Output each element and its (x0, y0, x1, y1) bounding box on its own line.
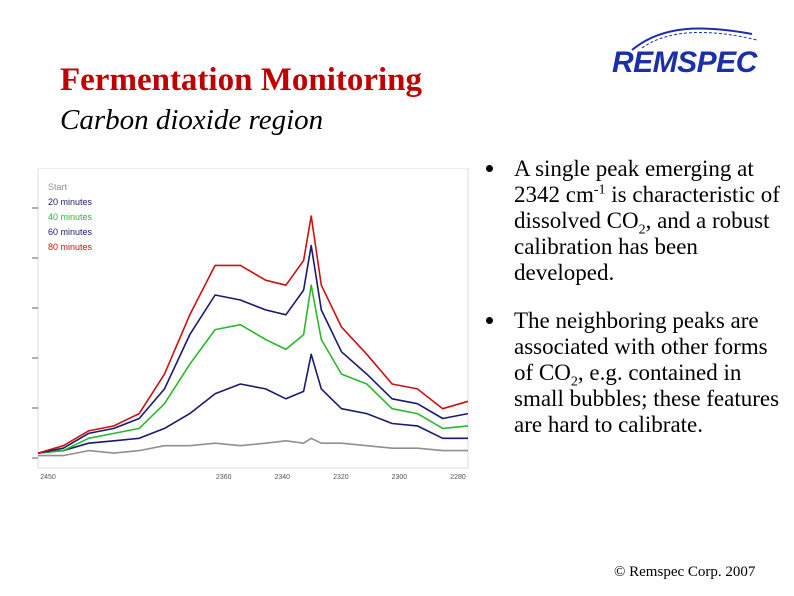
legend-entry: 20 minutes (48, 197, 93, 207)
legend-entry: 60 minutes (48, 227, 93, 237)
copyright-notice: © Remspec Corp. 2007 (614, 564, 756, 580)
series-line (37, 353, 468, 454)
slide-title: Fermentation Monitoring (60, 62, 423, 98)
series-line (37, 244, 469, 454)
bullet-list: A single peak emerging at 2342 cm-1 is c… (486, 156, 786, 460)
legend-entry: 80 minutes (48, 242, 93, 252)
logo-swoosh-icon (631, 27, 758, 51)
bullet-item: A single peak emerging at 2342 cm-1 is c… (486, 156, 786, 286)
spectrum-chart: 2450 2360 2340 2320 2300 2280 Start 20 minutes… (32, 168, 469, 481)
remspec-logo: REMSPEC (612, 20, 762, 84)
x-tick-label: 2300 (392, 474, 408, 481)
legend-entry: Start (48, 182, 68, 192)
series-lines (37, 215, 469, 457)
y-axis-ticks (32, 207, 38, 459)
series-line (38, 437, 468, 457)
series-line (37, 215, 469, 454)
series-line (37, 284, 469, 454)
chart-legend: Start 20 minutes 40 minutes 60 minutes 80 mi… (48, 182, 93, 252)
bullet-text: A single peak emerging at 2342 cm-1 is c… (514, 156, 780, 285)
x-axis-ticks: 2450 2360 2340 2320 2300 2280 (40, 474, 466, 481)
bullet-dot-icon (486, 317, 493, 324)
plot-area (37, 168, 469, 469)
x-tick-label: 2280 (450, 474, 466, 481)
bullet-dot-icon (486, 165, 493, 172)
x-tick-label: 2450 (40, 474, 56, 481)
x-tick-label: 2360 (216, 474, 232, 481)
x-tick-label: 2340 (274, 474, 290, 481)
bullet-text: The neighboring peaks are associated wit… (514, 308, 780, 437)
bullet-item: The neighboring peaks are associated wit… (486, 308, 786, 438)
legend-entry: 40 minutes (48, 212, 93, 222)
logo-wordmark: REMSPEC (612, 46, 757, 79)
x-tick-label: 2320 (333, 474, 349, 481)
slide-subtitle: Carbon dioxide region (60, 104, 324, 136)
